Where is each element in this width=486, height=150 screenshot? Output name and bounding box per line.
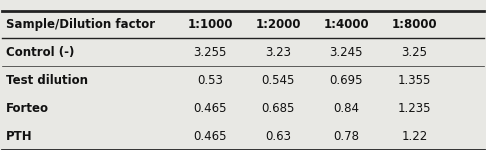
Text: 1.235: 1.235 (398, 102, 431, 115)
Text: 0.685: 0.685 (261, 102, 295, 115)
Text: Forteo: Forteo (6, 102, 49, 115)
Text: 0.465: 0.465 (193, 130, 227, 142)
Text: 0.465: 0.465 (193, 102, 227, 115)
Text: 0.63: 0.63 (265, 130, 291, 142)
Text: 1:8000: 1:8000 (392, 18, 437, 31)
Text: 0.78: 0.78 (333, 130, 359, 142)
Text: 1.355: 1.355 (398, 74, 431, 87)
Text: PTH: PTH (6, 130, 33, 142)
Text: 0.84: 0.84 (333, 102, 359, 115)
Text: 3.245: 3.245 (330, 46, 363, 59)
Text: 0.695: 0.695 (330, 74, 363, 87)
Text: 3.25: 3.25 (401, 46, 427, 59)
Text: 1:4000: 1:4000 (324, 18, 369, 31)
Text: 0.53: 0.53 (197, 74, 223, 87)
Text: 3.23: 3.23 (265, 46, 291, 59)
Text: 1.22: 1.22 (401, 130, 428, 142)
Text: Sample/Dilution factor: Sample/Dilution factor (6, 18, 156, 31)
Text: 3.255: 3.255 (193, 46, 227, 59)
Text: Control (-): Control (-) (6, 46, 75, 59)
Text: 1:1000: 1:1000 (188, 18, 233, 31)
Text: Test dilution: Test dilution (6, 74, 88, 87)
Text: 1:2000: 1:2000 (256, 18, 301, 31)
Text: 0.545: 0.545 (261, 74, 295, 87)
